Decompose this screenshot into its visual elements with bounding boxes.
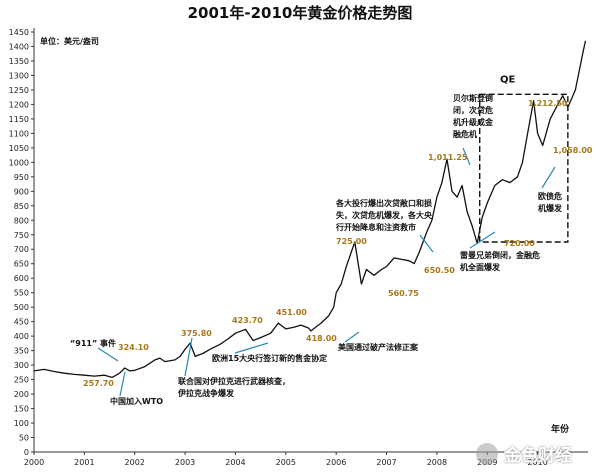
annotation-line: 失，次贷危机爆发，各大央 — [336, 210, 433, 220]
annotation-line: 机爆发 — [538, 203, 563, 213]
annotation-line: 欧洲15大央行签订新的售金协定 — [212, 353, 327, 363]
y-tick-label: 300 — [14, 361, 29, 370]
annotation-line: 机升级成金 — [453, 117, 494, 127]
data-label: 375.80 — [181, 329, 212, 338]
x-tick-label: 2004 — [225, 458, 245, 467]
annotation: 欧洲15大央行签订新的售金协定 — [212, 353, 327, 363]
annotation-leader — [234, 342, 269, 354]
data-label: 324.10 — [118, 343, 149, 352]
y-tick-label: 400 — [14, 332, 29, 341]
qe-box — [479, 93, 569, 243]
unit-label: 单位：美元/盎司 — [40, 36, 99, 46]
y-tick-label: 1100 — [9, 129, 29, 138]
y-tick-label: 150 — [14, 405, 29, 414]
y-tick-label: 1250 — [9, 86, 29, 95]
x-tick-label: 2002 — [125, 458, 145, 467]
data-label: 560.75 — [388, 289, 419, 298]
annotation-line: “911” 事件 — [70, 338, 116, 348]
annotation-line: 中国加入WTO — [110, 396, 163, 406]
data-label: 1,058.00 — [553, 146, 593, 155]
y-tick-label: 900 — [14, 187, 29, 196]
data-label: 1,212.50 — [528, 99, 568, 108]
y-tick-label: 250 — [14, 376, 29, 385]
annotation: 联合国对伊拉克进行武器核查， 伊拉克战争爆发 — [177, 376, 290, 398]
y-tick-label: 200 — [14, 390, 29, 399]
annotation-line: 欧债危 — [538, 191, 562, 201]
y-tick-label: 1150 — [9, 115, 29, 124]
annotation-leader — [184, 337, 193, 377]
annotation-line: 机全面爆发 — [460, 262, 501, 272]
x-tick-label: 2010 — [527, 458, 547, 467]
y-tick-label: 50 — [19, 434, 29, 443]
x-tick-label: 2006 — [326, 458, 346, 467]
x-tick-label: 2001 — [74, 458, 94, 467]
y-tick-label: 550 — [14, 289, 29, 298]
annotation-line: 雷曼兄弟倒闭，金融危 — [460, 250, 540, 260]
annotation-leader — [97, 347, 119, 362]
annotation-line: 融危机 — [453, 129, 477, 139]
data-label: 418.00 — [306, 334, 337, 343]
annotation-leader — [541, 166, 556, 189]
y-tick-label: 600 — [14, 274, 29, 283]
annotation: “911” 事件 — [70, 338, 116, 348]
y-tick-label: 1200 — [9, 100, 29, 109]
x-tick-label: 2007 — [376, 458, 396, 467]
y-tick-label: 100 — [14, 419, 29, 428]
y-tick-label: 1400 — [9, 42, 29, 51]
y-tick-label: 450 — [14, 318, 29, 327]
annotation-line: 联合国对伊拉克进行武器核查， — [178, 376, 290, 386]
annotation-line: 美国通过破产法修正案 — [338, 342, 419, 352]
y-tick-label: 0 — [24, 448, 29, 457]
qe-label: QE — [500, 74, 516, 85]
data-label: 257.70 — [83, 379, 114, 388]
annotation-leader — [419, 234, 434, 253]
y-tick-label: 800 — [14, 216, 29, 225]
data-label: 1,011.25 — [428, 153, 468, 162]
annotation-leader — [469, 231, 496, 249]
y-tick-label: 1300 — [9, 71, 29, 80]
chart-title: 2001年-2010年黄金价格走势图 — [187, 4, 413, 22]
y-tick-label: 350 — [14, 347, 29, 356]
data-label: 451.00 — [276, 308, 307, 317]
data-label: 423.70 — [232, 316, 263, 325]
annotation-line: 行开始降息和注资救市 — [335, 222, 416, 232]
series-line — [33, 40, 587, 379]
watermark: 金色财经 — [476, 441, 572, 466]
y-tick-label: 750 — [14, 231, 29, 240]
annotation-line: 贝尔斯登倒 — [453, 93, 493, 103]
watermark-logo-icon — [476, 442, 498, 465]
data-label: 720.00 — [504, 239, 535, 248]
y-tick-label: 1450 — [9, 28, 29, 37]
data-label: 725.00 — [336, 237, 367, 246]
annotation: 欧债危机爆发 — [538, 191, 563, 213]
x-tick-label: 2000 — [24, 458, 44, 467]
annotation-leader — [119, 371, 126, 397]
y-tick-label: 1350 — [9, 57, 29, 66]
y-tick-label: 850 — [14, 202, 29, 211]
y-tick-label: 500 — [14, 303, 29, 312]
annotation: 贝尔斯登倒闭，次贷危机升级成金融危机 — [453, 93, 494, 139]
y-tick-label: 1050 — [9, 144, 29, 153]
annotation-leader — [462, 147, 471, 166]
annotation: 中国加入WTO — [110, 396, 163, 406]
annotation-line: 闭，次贷危 — [453, 105, 493, 115]
data-label: 650.50 — [424, 266, 455, 275]
y-tick-label: 700 — [14, 245, 29, 254]
annotation-leader — [344, 331, 360, 343]
x-axis-label: 年份 — [551, 423, 570, 435]
annotation-line: 各大投行爆出次贷敞口和损 — [335, 198, 432, 208]
annotation: 各大投行爆出次贷敞口和损失，次贷危机爆发，各大央行开始降息和注资救市 — [335, 198, 433, 232]
y-tick-label: 650 — [14, 260, 29, 269]
annotation: 雷曼兄弟倒闭，金融危机全面爆发 — [460, 250, 540, 272]
annotation-line: 伊拉克战争爆发 — [177, 388, 235, 398]
annotation: 美国通过破产法修正案 — [338, 342, 419, 352]
watermark-text: 金色财经 — [504, 446, 572, 466]
x-tick-label: 2008 — [427, 458, 447, 467]
x-tick-label: 2005 — [276, 458, 296, 467]
y-tick-label: 950 — [14, 173, 29, 182]
y-tick-label: 1000 — [9, 158, 29, 167]
x-tick-label: 2003 — [175, 458, 195, 467]
